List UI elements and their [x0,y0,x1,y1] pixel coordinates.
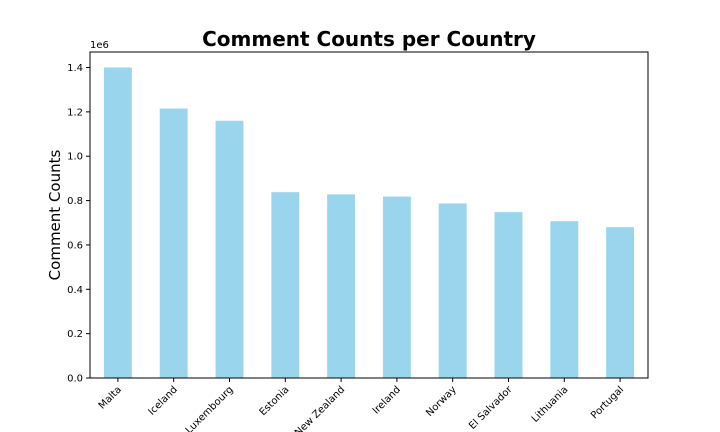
bar-portugal [606,227,635,378]
y-axis-offset-label: 1e6 [90,40,109,51]
y-tick-label: 0.2 [67,329,83,340]
x-tick-label: Estonia [258,384,292,418]
x-ticks-group: Malta Iceland Luxembourg Estonia New Zealand… [97,378,626,432]
x-tick-label: El Salvador [467,384,515,432]
bar-new-zealand [327,194,356,378]
chart-title: Comment Counts per Country [202,27,536,51]
y-tick-label: 0.8 [67,196,83,207]
x-tick-label: Norway [424,384,459,419]
bar-lithuania [550,221,579,378]
y-tick-label: 1.4 [67,63,83,74]
bar-el-salvador [494,212,523,378]
bar-iceland [159,108,188,378]
x-tick-label: New Zealand [293,384,347,432]
bar-norway [438,203,467,378]
bar-luxembourg [215,120,244,379]
x-tick-label: Malta [97,384,124,411]
y-ticks-group: 0.0 0.2 0.4 0.6 0.8 1.0 1.2 1.4 [67,63,90,385]
x-tick-label: Iceland [146,384,179,417]
plot-frame [89,51,649,379]
x-tick-label: Luxembourg [184,384,236,432]
x-tick-label: Ireland [371,384,403,416]
x-tick-label: Portugal [589,384,626,421]
bars-group [103,67,635,379]
y-tick-label: 1.0 [67,152,83,163]
y-tick-label: 0.6 [67,240,83,251]
y-tick-label: 0.0 [67,374,83,385]
y-axis-label: Comment Counts [46,150,64,281]
bar-malta [103,67,132,379]
x-tick-label: Lithuania [530,384,571,425]
y-tick-label: 1.2 [67,107,83,118]
y-tick-label: 0.4 [67,285,83,296]
bar-estonia [271,192,300,378]
bar-ireland [382,196,411,378]
